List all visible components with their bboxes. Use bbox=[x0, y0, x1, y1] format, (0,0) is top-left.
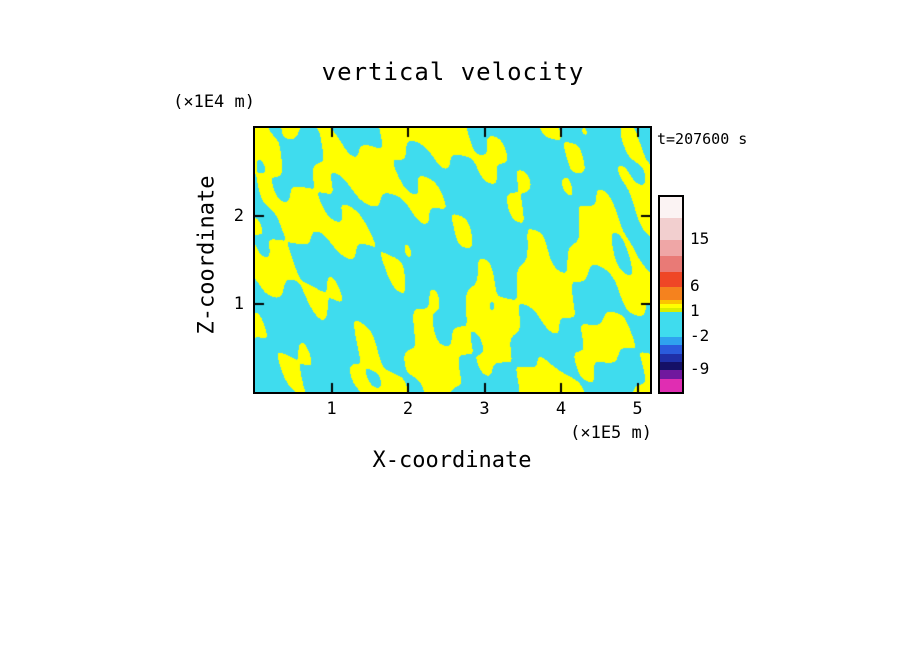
colorbar-tick-label: 1 bbox=[690, 301, 700, 320]
colorbar-segment bbox=[660, 240, 682, 256]
colorbar-segment bbox=[660, 345, 682, 354]
colorbar-tick-label: 15 bbox=[690, 229, 710, 248]
colorbar-segment bbox=[660, 362, 682, 370]
colorbar-segment bbox=[660, 312, 682, 337]
colorbar-segment bbox=[660, 287, 682, 300]
colorbar-segment bbox=[660, 272, 682, 287]
colorbar-segment bbox=[660, 300, 682, 304]
colorbar-segment bbox=[660, 370, 682, 379]
colorbar-segment bbox=[660, 308, 682, 312]
colorbar-tick-label: -9 bbox=[690, 359, 710, 378]
y-axis-unit-label: (×1E4 m) bbox=[173, 92, 255, 112]
colorbar-segment bbox=[660, 218, 682, 240]
plot-frame bbox=[253, 126, 652, 394]
colorbar-segment bbox=[660, 304, 682, 308]
x-axis-title: X-coordinate bbox=[372, 448, 532, 473]
x-tick-label: 2 bbox=[402, 399, 414, 419]
colorbar-segment bbox=[660, 379, 682, 392]
colorbar-tick-label: -2 bbox=[690, 326, 710, 345]
chart-title: vertical velocity bbox=[321, 58, 585, 86]
colorbar-tick-label: 6 bbox=[690, 276, 700, 295]
colorbar-segment bbox=[660, 354, 682, 362]
colorbar-segment bbox=[660, 256, 682, 272]
x-tick-label: 1 bbox=[326, 399, 337, 419]
x-tick-label: 3 bbox=[479, 399, 490, 419]
y-tick-label: 1 bbox=[233, 294, 244, 314]
x-axis-unit-label: (×1E5 m) bbox=[570, 423, 652, 443]
x-tick-label: 5 bbox=[632, 399, 643, 419]
time-annotation: t=207600 s bbox=[657, 130, 748, 148]
colorbar bbox=[658, 195, 684, 394]
velocity-field-canvas bbox=[255, 128, 650, 392]
y-tick-label: 2 bbox=[233, 206, 244, 226]
x-tick-label: 4 bbox=[555, 399, 567, 419]
colorbar-segment bbox=[660, 197, 682, 218]
colorbar-segment bbox=[660, 337, 682, 345]
